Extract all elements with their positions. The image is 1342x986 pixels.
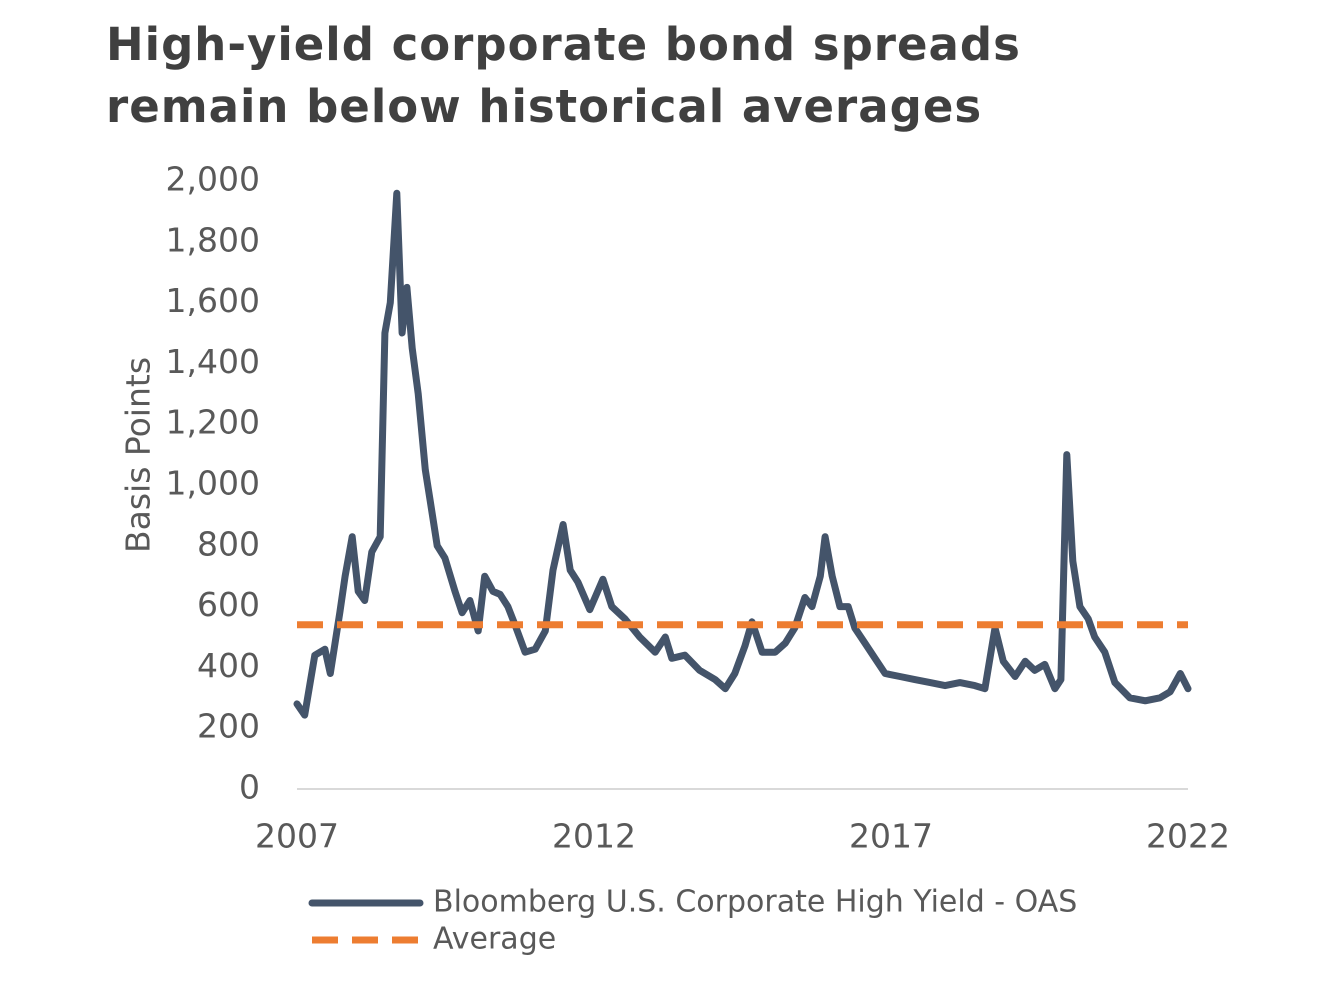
x-tick-label: 2007: [255, 817, 339, 856]
y-tick-label: 1,000: [166, 464, 260, 503]
y-tick-label: 1,800: [166, 220, 260, 259]
y-tick-label: 1,200: [166, 403, 260, 442]
chart-title: High-yield corporate bond spreads remain…: [106, 18, 1021, 133]
y-tick-label: 0: [239, 768, 260, 807]
legend-label: Average: [433, 922, 556, 957]
y-tick-label: 1,400: [166, 342, 260, 381]
legend-label: Bloomberg U.S. Corporate High Yield - OA…: [433, 885, 1077, 920]
y-tick-label: 800: [197, 524, 260, 563]
series-line: [293, 189, 1192, 719]
x-tick-label: 2012: [552, 817, 636, 856]
x-tick-label: 2017: [849, 817, 933, 856]
y-tick-label: 600: [197, 585, 260, 624]
x-tick-label: 2022: [1146, 817, 1230, 856]
y-tick-label: 400: [197, 646, 260, 685]
y-tick-label: 2,000: [166, 160, 260, 199]
y-axis-label: Basis Points: [119, 357, 158, 553]
y-tick-label: 1,600: [166, 281, 260, 320]
y-tick-label: 200: [197, 707, 260, 746]
